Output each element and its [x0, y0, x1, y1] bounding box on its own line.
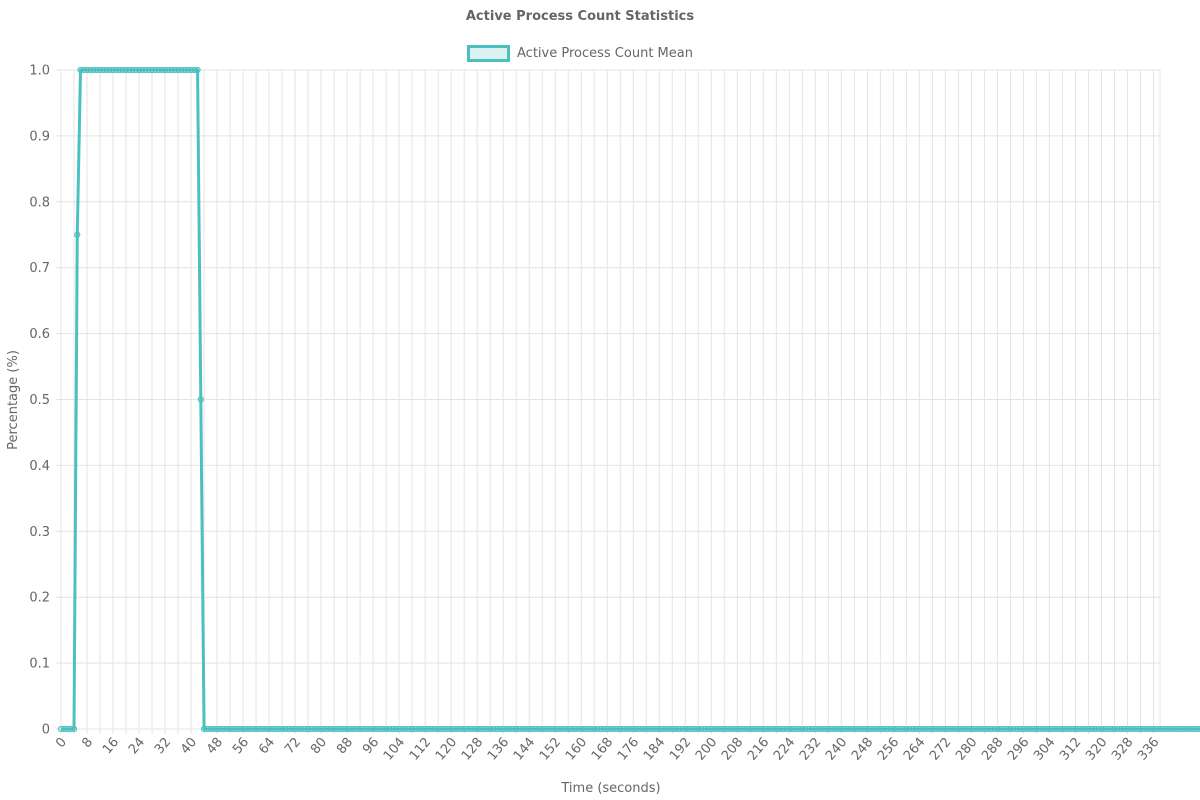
x-tick-label: 72 — [282, 735, 304, 757]
x-tick-label: 208 — [719, 735, 746, 764]
x-tick-label: 96 — [360, 735, 382, 757]
x-tick-label: 184 — [641, 735, 668, 764]
x-tick-label: 56 — [230, 735, 252, 757]
x-tick-label: 16 — [100, 735, 122, 757]
x-tick-label: 328 — [1109, 735, 1136, 764]
y-tick-label: 0.4 — [29, 459, 50, 474]
data-point[interactable] — [194, 66, 201, 74]
x-tick-label: 320 — [1083, 735, 1110, 764]
y-tick-label: 0.6 — [29, 327, 50, 342]
x-tick-label: 112 — [407, 735, 434, 764]
x-tick-label: 304 — [1031, 735, 1058, 764]
x-tick-label: 224 — [771, 735, 798, 764]
data-point[interactable] — [197, 396, 204, 403]
x-tick-label: 264 — [901, 735, 928, 764]
data-point[interactable] — [1195, 725, 1200, 733]
x-tick-label: 64 — [256, 735, 278, 757]
x-tick-label: 104 — [381, 735, 408, 764]
x-tick-label: 88 — [334, 735, 356, 757]
x-tick-label: 8 — [79, 735, 96, 751]
x-tick-label: 176 — [615, 735, 642, 764]
y-tick-label: 0.8 — [29, 195, 50, 210]
y-tick-label: 0.9 — [29, 129, 50, 144]
x-tick-label: 336 — [1135, 735, 1162, 764]
x-tick-label: 272 — [927, 735, 954, 764]
y-tick-label: 0.2 — [29, 591, 50, 606]
x-tick-label: 0 — [53, 735, 70, 751]
x-tick-label: 216 — [745, 735, 772, 764]
y-tick-label: 0.5 — [29, 393, 50, 408]
x-tick-label: 200 — [693, 735, 720, 764]
x-tick-label: 240 — [823, 735, 850, 764]
x-tick-label: 40 — [178, 735, 200, 757]
chart-title: Active Process Count Statistics — [465, 9, 695, 24]
x-tick-label: 160 — [563, 735, 590, 764]
x-tick-label: 32 — [152, 735, 174, 757]
x-tick-label: 128 — [459, 735, 486, 764]
x-tick-label: 248 — [849, 735, 876, 764]
x-tick-label: 80 — [308, 735, 330, 757]
x-tick-label: 192 — [667, 735, 694, 764]
y-axis-label: Percentage (%) — [6, 350, 21, 450]
x-tick-label: 232 — [797, 735, 824, 764]
x-tick-label: 312 — [1057, 735, 1084, 764]
grid — [56, 69, 1161, 734]
x-tick-label: 168 — [589, 735, 616, 764]
x-tick-label: 296 — [1005, 735, 1032, 764]
legend-label: Active Process Count Mean — [517, 46, 693, 61]
legend-swatch — [467, 45, 511, 62]
x-tick-label: 144 — [511, 735, 538, 764]
x-tick-label: 136 — [485, 735, 512, 764]
legend[interactable]: Active Process Count Mean — [0, 45, 1160, 62]
x-tick-label: 48 — [204, 735, 226, 757]
x-tick-label: 280 — [953, 735, 980, 764]
y-tick-label: 1.0 — [29, 64, 50, 79]
x-axis-label: Time (seconds) — [560, 781, 660, 796]
data-point[interactable] — [74, 231, 81, 238]
x-tick-label: 256 — [875, 735, 902, 764]
x-tick-label: 120 — [433, 735, 460, 764]
series-active-process-count-mean — [57, 66, 1200, 733]
x-tick-label: 24 — [126, 735, 148, 757]
x-tick-label: 152 — [537, 735, 564, 764]
y-tick-label: 0.3 — [29, 525, 50, 540]
data-point[interactable] — [70, 725, 78, 733]
y-tick-label: 0.7 — [29, 261, 50, 276]
y-tick-label: 0.1 — [29, 657, 50, 672]
x-tick-label: 288 — [979, 735, 1006, 764]
y-tick-label: 0 — [42, 723, 50, 738]
